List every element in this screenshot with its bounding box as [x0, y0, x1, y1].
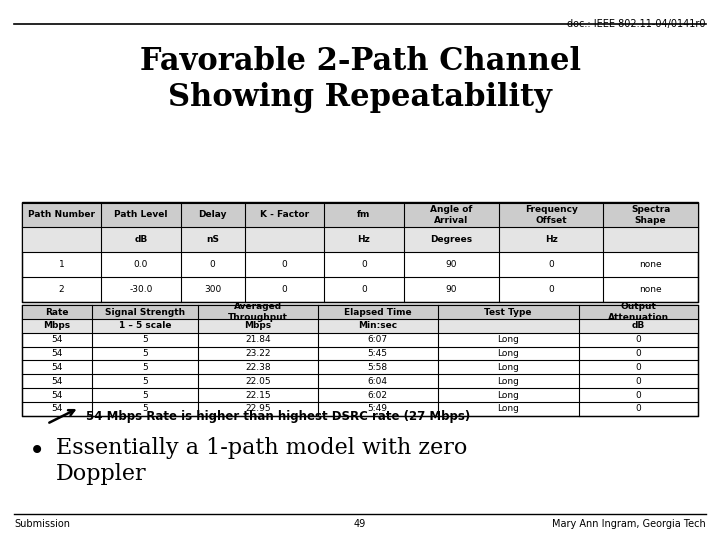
- Text: doc.: IEEE 802.11-04/0141r0: doc.: IEEE 802.11-04/0141r0: [567, 19, 706, 29]
- Text: Mary Ann Ingram, Georgia Tech: Mary Ann Ingram, Georgia Tech: [552, 519, 706, 530]
- Text: 5:49: 5:49: [368, 404, 387, 414]
- Text: Mbps: Mbps: [43, 321, 71, 330]
- Text: Hz: Hz: [358, 235, 370, 245]
- Text: Signal Strength: Signal Strength: [105, 307, 185, 316]
- Text: 0.0: 0.0: [134, 260, 148, 269]
- Text: 0: 0: [548, 260, 554, 269]
- Text: Long: Long: [497, 335, 519, 344]
- Text: Mbps: Mbps: [244, 321, 271, 330]
- Text: fm: fm: [357, 211, 371, 219]
- Text: 0: 0: [210, 260, 215, 269]
- Text: 0: 0: [636, 363, 642, 372]
- Text: 6:07: 6:07: [368, 335, 387, 344]
- Text: 0: 0: [282, 286, 287, 294]
- Text: 5:58: 5:58: [368, 363, 387, 372]
- Text: Favorable 2-Path Channel
Showing Repeatability: Favorable 2-Path Channel Showing Repeata…: [140, 46, 580, 113]
- Text: 0: 0: [361, 260, 367, 269]
- Text: Path Level: Path Level: [114, 211, 168, 219]
- Bar: [22, 227, 698, 252]
- Text: Long: Long: [497, 404, 519, 414]
- Text: Angle of
Arrival: Angle of Arrival: [431, 205, 473, 225]
- Bar: [22, 305, 698, 416]
- Text: 54: 54: [51, 335, 63, 344]
- Text: 22.95: 22.95: [245, 404, 271, 414]
- Text: 0: 0: [361, 286, 367, 294]
- Text: Spectra
Shape: Spectra Shape: [631, 205, 670, 225]
- Text: 0: 0: [636, 335, 642, 344]
- Text: 90: 90: [446, 286, 457, 294]
- Text: Long: Long: [497, 349, 519, 358]
- Text: 54: 54: [51, 377, 63, 386]
- Text: 0: 0: [636, 349, 642, 358]
- Text: 300: 300: [204, 286, 221, 294]
- Text: 54: 54: [51, 390, 63, 400]
- Text: 0: 0: [636, 390, 642, 400]
- Text: nS: nS: [206, 235, 219, 245]
- Text: 5: 5: [142, 335, 148, 344]
- Text: 5: 5: [142, 404, 148, 414]
- Text: 5: 5: [142, 377, 148, 386]
- Bar: [22, 319, 698, 333]
- Bar: [22, 305, 698, 319]
- Text: Submission: Submission: [14, 519, 71, 530]
- Text: Min:sec: Min:sec: [358, 321, 397, 330]
- Text: 23.22: 23.22: [245, 349, 271, 358]
- Text: 22.15: 22.15: [245, 390, 271, 400]
- Text: Path Number: Path Number: [28, 211, 95, 219]
- Text: Elapsed Time: Elapsed Time: [344, 307, 411, 316]
- Text: Long: Long: [497, 363, 519, 372]
- Text: 22.38: 22.38: [245, 363, 271, 372]
- Text: 0: 0: [636, 377, 642, 386]
- Bar: [22, 202, 698, 302]
- Text: 54: 54: [51, 363, 63, 372]
- Text: 6:04: 6:04: [368, 377, 387, 386]
- Text: 54: 54: [51, 404, 63, 414]
- Text: -30.0: -30.0: [130, 286, 153, 294]
- Text: 5: 5: [142, 363, 148, 372]
- Text: •: •: [29, 437, 45, 465]
- Text: none: none: [639, 260, 662, 269]
- Text: Test Type: Test Type: [485, 307, 532, 316]
- Text: Long: Long: [497, 390, 519, 400]
- Text: 5:45: 5:45: [368, 349, 387, 358]
- Text: dB: dB: [632, 321, 645, 330]
- Text: 6:02: 6:02: [368, 390, 387, 400]
- Text: 0: 0: [282, 260, 287, 269]
- Text: 1 – 5 scale: 1 – 5 scale: [119, 321, 171, 330]
- Text: Frequency
Offset: Frequency Offset: [525, 205, 577, 225]
- Text: 2: 2: [58, 286, 64, 294]
- Text: 0: 0: [636, 404, 642, 414]
- Text: 1: 1: [58, 260, 64, 269]
- Text: 5: 5: [142, 390, 148, 400]
- Text: K - Factor: K - Factor: [260, 211, 309, 219]
- Text: Output
Attenuation: Output Attenuation: [608, 302, 669, 322]
- Bar: [22, 202, 698, 227]
- Text: 54 Mbps Rate is higher than highest DSRC rate (27 Mbps): 54 Mbps Rate is higher than highest DSRC…: [86, 410, 471, 423]
- Text: 22.05: 22.05: [245, 377, 271, 386]
- Text: Long: Long: [497, 377, 519, 386]
- Text: dB: dB: [135, 235, 148, 245]
- Text: none: none: [639, 286, 662, 294]
- Text: Delay: Delay: [199, 211, 227, 219]
- Text: Hz: Hz: [545, 235, 557, 245]
- Text: 54: 54: [51, 349, 63, 358]
- Text: Rate: Rate: [45, 307, 68, 316]
- Text: 49: 49: [354, 519, 366, 530]
- Text: 5: 5: [142, 349, 148, 358]
- Text: Averaged
Throughput: Averaged Throughput: [228, 302, 288, 322]
- Text: Degrees: Degrees: [431, 235, 472, 245]
- Text: 90: 90: [446, 260, 457, 269]
- Text: 21.84: 21.84: [245, 335, 271, 344]
- Text: Essentially a 1-path model with zero
Doppler: Essentially a 1-path model with zero Dop…: [56, 437, 467, 485]
- Text: 0: 0: [548, 286, 554, 294]
